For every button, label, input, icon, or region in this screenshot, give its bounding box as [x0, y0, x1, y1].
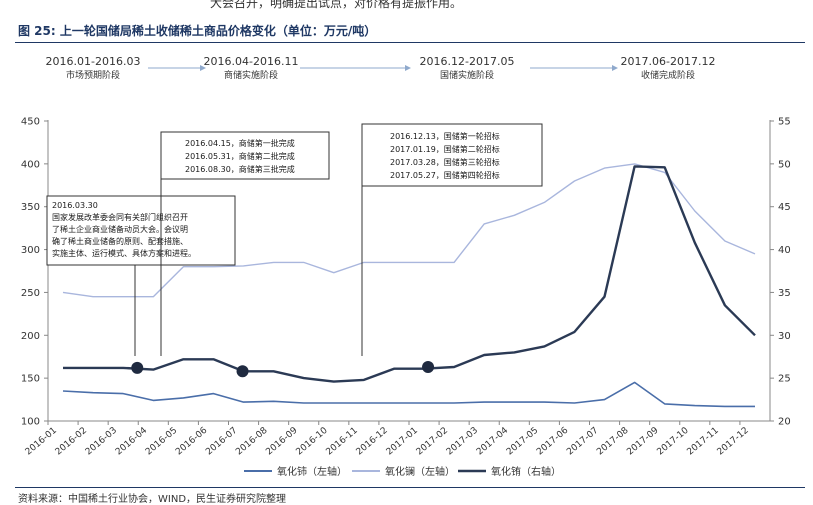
annotation-box-2: 2016.04.15，商储第一批完成 2016.05.31，商储第二批完成 20…	[160, 131, 330, 356]
phase-range-3: 2016.12-2017.05	[420, 55, 515, 68]
y-axis-right-ticks: 20 25 30 35 40 45 50 55	[770, 117, 791, 428]
annotation-1-line-3: 了稀土企业商业储备动员大会。会议明	[52, 224, 188, 234]
phase-arrowhead-2	[405, 65, 411, 71]
phase-arrowhead-3	[612, 65, 618, 71]
annotation-2-line-1: 2016.04.15，商储第一批完成	[185, 138, 295, 148]
legend-label-eu: 氧化铕（右轴）	[491, 465, 561, 478]
y-right-tick-label: 45	[778, 202, 791, 213]
series-line-la	[62, 163, 756, 298]
event-marker-1	[131, 361, 144, 374]
y-right-tick-label: 30	[778, 331, 791, 342]
y-left-tick-label: 450	[21, 117, 40, 128]
series-layer	[62, 163, 756, 408]
y-left-tick-label: 150	[21, 374, 40, 385]
x-tick-label: 2016-03	[84, 426, 119, 458]
x-tick-label: 2017-03	[445, 426, 480, 458]
legend-label-ce: 氧化铈（左轴）	[277, 465, 347, 478]
y-right-tick-label: 35	[778, 288, 791, 299]
x-tick-label: 2017-02	[415, 426, 450, 458]
x-tick-label: 2016-06	[174, 425, 209, 457]
x-tick-label: 2016-08	[234, 425, 269, 457]
x-tick-label: 2016-05	[144, 426, 179, 458]
legend: 氧化铈（左轴） 氧化镧（左轴） 氧化铕（右轴）	[244, 465, 561, 478]
x-tick-label: 2017-10	[655, 425, 690, 457]
y-left-tick-label: 350	[21, 202, 40, 213]
phase-range-1: 2016.01-2016.03	[46, 55, 141, 68]
y-left-tick-label: 250	[21, 288, 40, 299]
event-marker-3	[422, 361, 435, 373]
y-left-tick-label: 400	[21, 159, 40, 170]
annotation-2-line-3: 2016.08.30，商储第三批完成	[185, 164, 295, 174]
y-left-tick-label: 200	[21, 331, 40, 342]
annotation-1-line-1: 2016.03.30	[52, 201, 98, 210]
annotation-box-1: 2016.03.30 国家发展改革委会同有关部门组织召开 了稀土企业商业储备动员…	[46, 195, 236, 356]
x-tick-label: 2017-11	[686, 426, 721, 458]
x-tick-label: 2017-04	[475, 425, 510, 457]
annotation-1-frame	[46, 195, 236, 266]
title-rule	[15, 42, 805, 43]
bottom-rule	[15, 487, 805, 488]
x-tick-label: 2016-12	[355, 426, 390, 458]
x-tick-label: 2016-01	[24, 426, 59, 458]
series-line-eu	[63, 165, 756, 383]
annotation-1-line-5: 实施主体、运行模式、具体方案和进程。	[52, 248, 196, 258]
annotation-3-line-2: 2017.01.19，国储第二轮招标	[390, 144, 500, 154]
y-right-tick-label: 50	[778, 159, 791, 170]
phase-label-3: 国储实施阶段	[440, 69, 494, 81]
annotation-3-line-4: 2017.05.27，国储第四轮招标	[390, 170, 500, 180]
legend-label-la: 氧化镧（左轴）	[385, 465, 455, 478]
figure-title: 图 25: 上一轮国储局稀土收储稀土商品价格变化（单位：万元/吨）	[18, 24, 377, 38]
phase-range-2: 2016.04-2016.11	[204, 55, 299, 68]
x-tick-label: 2017-09	[625, 425, 660, 457]
x-tick-label: 2017-07	[565, 426, 600, 458]
phase-timeline: 2016.01-2016.03 市场预期阶段 2016.04-2016.11 商…	[46, 55, 716, 81]
x-tick-label: 2016-02	[54, 426, 89, 458]
x-tick-label: 2016-07	[204, 426, 239, 458]
series-line-ce	[62, 381, 755, 408]
x-axis-ticks: 2016-012016-022016-032016-042016-052016-…	[24, 421, 751, 457]
y-left-tick-label: 300	[21, 245, 40, 256]
x-tick-label: 2017-05	[505, 426, 540, 458]
annotation-2-frame	[160, 131, 330, 180]
event-markers	[131, 361, 435, 378]
phase-range-4: 2017.06-2017.12	[621, 55, 716, 68]
annotation-box-3: 2016.12.13，国储第一轮招标 2017.01.19，国储第二轮招标 20…	[361, 123, 543, 356]
y-axis-left-ticks: 100 150 200 250 300 350 400 450	[21, 117, 48, 428]
x-tick-label: 2016-10	[294, 425, 329, 457]
y-left-tick-label: 100	[21, 417, 40, 428]
top-cut-text: 大会召开，明确提出试点，对价格有提振作用。	[210, 0, 463, 10]
annotation-1-line-4: 确了稀土商业储备的原则、配套措施、	[52, 236, 188, 246]
x-tick-label: 2016-09	[264, 425, 299, 457]
annotation-3-line-3: 2017.03.28，国储第三轮招标	[390, 157, 500, 167]
phase-label-2: 商储实施阶段	[224, 69, 278, 81]
annotation-1-line-2: 国家发展改革委会同有关部门组织召开	[52, 212, 188, 222]
source-note: 资料来源：中国稀土行业协会，WIND，民生证券研究院整理	[18, 494, 287, 505]
annotation-3-frame	[361, 123, 543, 187]
annotation-3-line-1: 2016.12.13，国储第一轮招标	[390, 131, 500, 141]
phase-label-1: 市场预期阶段	[66, 69, 120, 81]
event-marker-2	[236, 365, 249, 378]
x-tick-label: 2016-11	[325, 426, 360, 458]
y-right-tick-label: 20	[778, 417, 791, 428]
annotation-2-line-2: 2016.05.31，商储第二批完成	[185, 151, 295, 161]
x-tick-label: 2017-12	[716, 426, 751, 458]
x-tick-label: 2017-08	[595, 425, 630, 457]
x-tick-label: 2017-06	[535, 425, 570, 457]
y-right-tick-label: 25	[778, 374, 791, 385]
y-right-tick-label: 55	[778, 117, 791, 128]
x-tick-label: 2016-04	[114, 425, 149, 457]
phase-label-4: 收储完成阶段	[641, 69, 695, 81]
y-right-tick-label: 40	[778, 245, 791, 256]
phase-arrowhead-1	[200, 65, 206, 71]
x-tick-label: 2017-01	[385, 426, 420, 458]
